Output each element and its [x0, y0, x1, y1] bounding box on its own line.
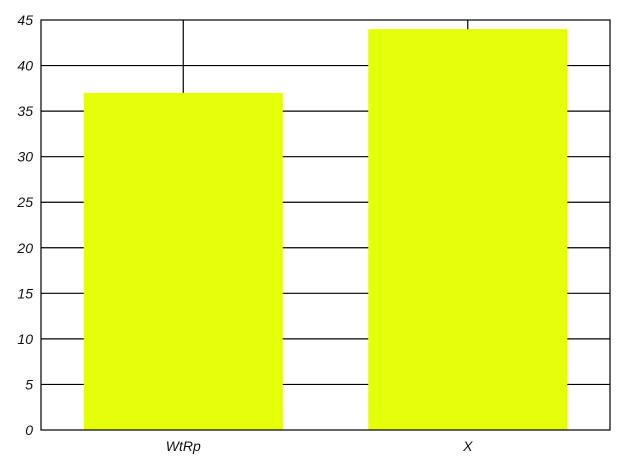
- x-axis-ticks: WtRp X: [166, 438, 473, 454]
- y-tick-label: 5: [25, 376, 33, 392]
- bar-x: [368, 29, 568, 430]
- y-tick-label: 30: [17, 149, 33, 165]
- y-tick-label: 35: [17, 103, 33, 119]
- y-tick-label: 10: [17, 331, 33, 347]
- y-tick-label: 40: [17, 58, 33, 74]
- y-tick-label: 0: [25, 422, 33, 438]
- y-axis-ticks: 0 5 10 15 20 25 30 35 40 45: [16, 12, 33, 438]
- y-tick-label: 15: [17, 285, 33, 301]
- x-tick-label: X: [462, 438, 473, 454]
- y-tick-label: 25: [16, 194, 33, 210]
- x-tick-label: WtRp: [166, 438, 201, 454]
- plot-frame: [40, 19, 611, 431]
- bars-layer: [83, 29, 568, 430]
- y-tick-label: 20: [16, 240, 33, 256]
- bar-wtrp: [83, 92, 283, 430]
- y-tick-label: 45: [17, 12, 33, 28]
